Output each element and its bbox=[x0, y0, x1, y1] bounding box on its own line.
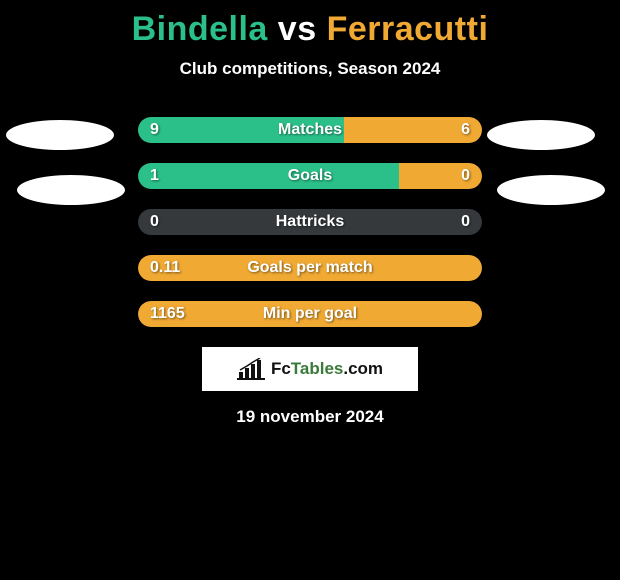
stat-label: Matches bbox=[138, 117, 482, 143]
stats-container: 96Matches 10Goals 00Hattricks 0.11Goals per… bbox=[0, 117, 620, 327]
logo-chart-icon bbox=[237, 358, 265, 380]
subtitle: Club competitions, Season 2024 bbox=[0, 59, 620, 79]
stat-row: 10Goals bbox=[138, 163, 482, 189]
stat-row: 00Hattricks bbox=[138, 209, 482, 235]
logo-part-fc: Fc bbox=[271, 359, 291, 378]
page-title: Bindella vs Ferracutti bbox=[0, 0, 620, 49]
logo-part-tables: Tables bbox=[291, 359, 344, 378]
stat-label: Hattricks bbox=[138, 209, 482, 235]
stat-label: Goals per match bbox=[138, 255, 482, 281]
logo-part-com: .com bbox=[343, 359, 383, 378]
logo-text: FcTables.com bbox=[271, 359, 383, 379]
player-a-name: Bindella bbox=[132, 10, 268, 48]
stat-label: Goals bbox=[138, 163, 482, 189]
vs-text: vs bbox=[278, 10, 317, 48]
stat-row: 0.11Goals per match bbox=[138, 255, 482, 281]
stat-label: Min per goal bbox=[138, 301, 482, 327]
logo-box: FcTables.com bbox=[202, 347, 418, 391]
stat-row: 96Matches bbox=[138, 117, 482, 143]
stat-row: 1165Min per goal bbox=[138, 301, 482, 327]
player-b-name: Ferracutti bbox=[327, 10, 489, 48]
date-text: 19 november 2024 bbox=[0, 407, 620, 427]
